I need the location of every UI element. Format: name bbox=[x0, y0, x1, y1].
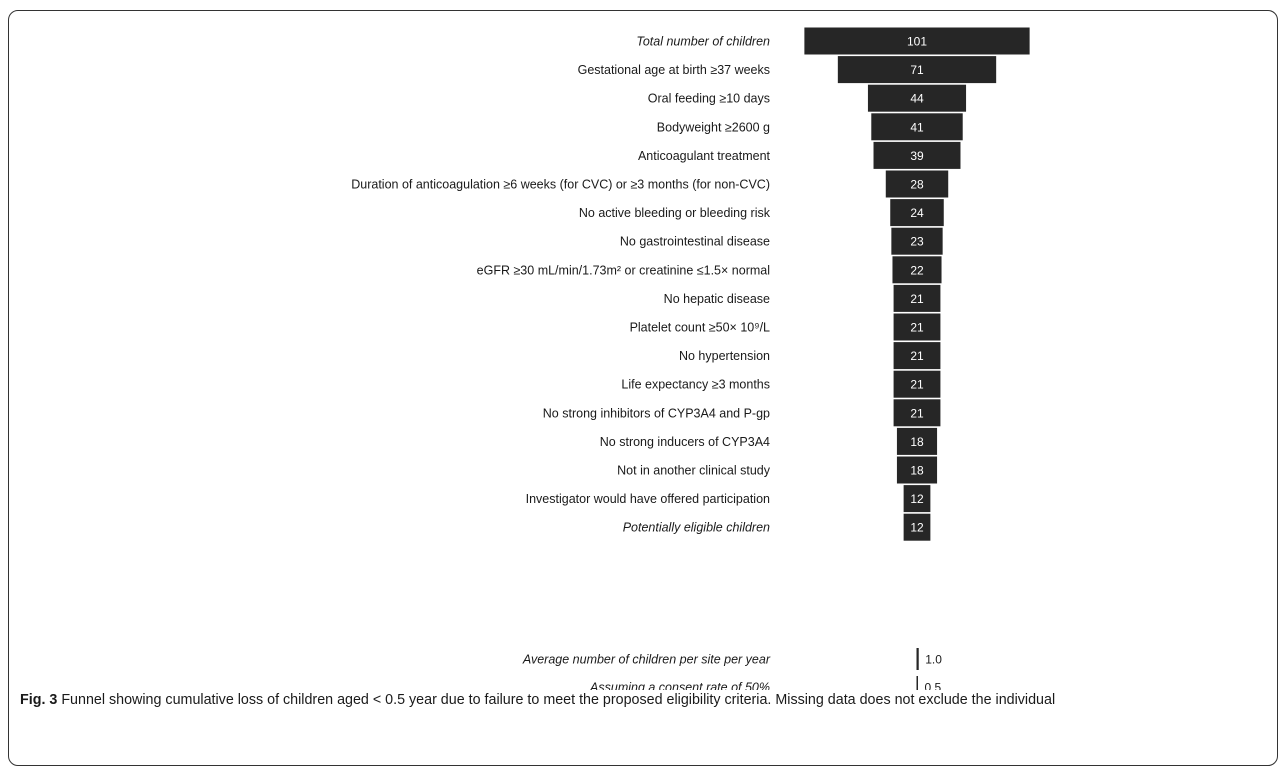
funnel-bar bbox=[867, 84, 967, 112]
funnel-bar bbox=[892, 256, 942, 284]
category-label: Oral feeding ≥10 days bbox=[648, 92, 770, 106]
bar-value-label: 101 bbox=[907, 35, 927, 49]
category-label: Not in another clinical study bbox=[617, 464, 771, 478]
funnel-bar bbox=[837, 56, 997, 84]
bar-value-label: 44 bbox=[910, 92, 924, 106]
bar-value-label: 22 bbox=[910, 263, 924, 277]
category-label: Total number of children bbox=[636, 35, 770, 49]
summary-row-label: Average number of children per site per … bbox=[522, 653, 771, 667]
funnel-bar bbox=[804, 27, 1030, 55]
funnel-bar bbox=[873, 141, 961, 169]
funnel-bar bbox=[891, 227, 943, 255]
bar-value-label: 23 bbox=[910, 235, 924, 249]
summary-bar bbox=[916, 676, 918, 690]
category-label: No strong inhibitors of CYP3A4 and P-gp bbox=[543, 406, 770, 420]
funnel-bar bbox=[903, 485, 931, 513]
bar-value-label: 12 bbox=[910, 492, 924, 506]
category-label: No hepatic disease bbox=[664, 292, 770, 306]
funnel-bar bbox=[893, 284, 941, 312]
funnel-bar bbox=[893, 370, 941, 398]
summary-bar bbox=[916, 648, 919, 670]
category-label: Potentially eligible children bbox=[623, 521, 770, 535]
category-label: No active bleeding or bleeding risk bbox=[579, 206, 771, 220]
bar-value-label: 21 bbox=[910, 321, 924, 335]
category-label: No strong inducers of CYP3A4 bbox=[600, 435, 770, 449]
category-label: Anticoagulant treatment bbox=[638, 149, 771, 163]
funnel-bar bbox=[890, 199, 944, 227]
category-label: eGFR ≥30 mL/min/1.73m² or creatinine ≤1.… bbox=[477, 263, 770, 277]
bar-value-label: 18 bbox=[910, 435, 924, 449]
figure-frame bbox=[8, 10, 1278, 766]
category-label: No hypertension bbox=[679, 349, 770, 363]
funnel-bar bbox=[893, 342, 941, 370]
bar-value-label: 21 bbox=[910, 292, 924, 306]
category-label: Platelet count ≥50× 10⁹/L bbox=[630, 321, 770, 335]
funnel-chart: Total number of children 101 Gestational a… bbox=[351, 27, 1030, 691]
category-label: Duration of anticoagulation ≥6 weeks (fo… bbox=[351, 178, 770, 192]
bar-value-label: 12 bbox=[910, 521, 924, 535]
category-label: Life expectancy ≥3 months bbox=[621, 378, 770, 392]
bar-value-label: 21 bbox=[910, 406, 924, 420]
caption-text: Funnel showing cumulative loss of childr… bbox=[57, 692, 1056, 708]
category-label: Investigator would have offered particip… bbox=[526, 492, 770, 506]
figure-caption: Fig. 3 Funnel showing cumulative loss of… bbox=[20, 690, 1265, 711]
funnel-bar bbox=[871, 113, 963, 141]
category-label: Gestational age at birth ≥37 weeks bbox=[578, 63, 770, 77]
funnel-bar bbox=[903, 513, 931, 541]
bar-value-label: 39 bbox=[910, 149, 924, 163]
bar-value-label: 24 bbox=[910, 206, 924, 220]
figure-label: Fig. 3 bbox=[20, 692, 58, 708]
summary-row-label: Assuming a consent rate of 50% bbox=[589, 681, 770, 691]
category-label: Bodyweight ≥2600 g bbox=[657, 120, 770, 134]
bar-value-label: 21 bbox=[910, 349, 924, 363]
bar-value-label: 18 bbox=[910, 464, 924, 478]
funnel-bar bbox=[885, 170, 949, 198]
bar-value-label: 41 bbox=[910, 120, 924, 134]
funnel-bar bbox=[896, 427, 938, 455]
bar-value-label: 21 bbox=[910, 378, 924, 392]
bar-value-label: 28 bbox=[910, 178, 924, 192]
summary-value-label: 1.0 bbox=[925, 653, 942, 667]
summary-value-label: 0.5 bbox=[925, 681, 942, 691]
bar-value-label: 71 bbox=[910, 63, 924, 77]
category-label: No gastrointestinal disease bbox=[620, 235, 770, 249]
funnel-bar bbox=[896, 456, 938, 484]
funnel-bar bbox=[893, 399, 941, 427]
funnel-bar bbox=[893, 313, 941, 341]
